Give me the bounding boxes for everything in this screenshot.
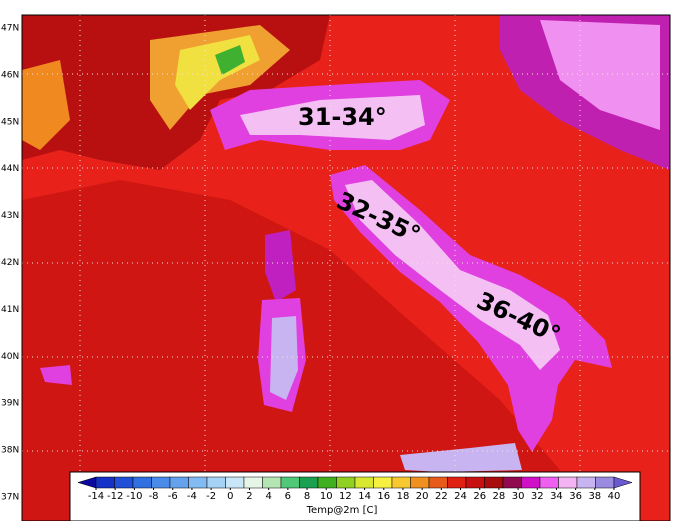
colorbar-tick-label: 26 (473, 491, 486, 502)
colorbar-swatch (521, 476, 541, 489)
colorbar-swatch (428, 476, 448, 489)
colorbar-swatch (206, 476, 226, 489)
colorbar-tick-label: 0 (227, 491, 233, 502)
latitude-label: 43N (1, 211, 19, 221)
warm-zone (22, 60, 70, 150)
latitude-label: 38N (1, 446, 19, 456)
colorbar-tick-label: 8 (304, 491, 310, 502)
colorbar-swatch (410, 476, 430, 489)
colorbar-label: Temp@2m [C] (306, 505, 378, 516)
sicily (400, 443, 522, 472)
sardinia-hot (270, 316, 298, 400)
colorbar-tick-label: -12 (107, 491, 123, 502)
colorbar-tick-label: 30 (512, 491, 525, 502)
colorbar-swatch (539, 476, 559, 489)
latitude-label: 47N (1, 24, 19, 34)
colorbar-swatch (502, 476, 522, 489)
latitude-label: 37N (1, 493, 19, 503)
colorbar-tick-label: 12 (339, 491, 352, 502)
latitude-label: 44N (1, 164, 19, 174)
colorbar-tick-label: 20 (416, 491, 429, 502)
colorbar-tick-label: -10 (126, 491, 142, 502)
colorbar-tick-label: 14 (358, 491, 371, 502)
colorbar-tick-label: -14 (88, 491, 104, 502)
po-valley-hot (240, 95, 425, 140)
colorbar-tick-label: 4 (265, 491, 271, 502)
colorbar-swatch (558, 476, 578, 489)
colorbar-swatch (188, 476, 208, 489)
colorbar-swatch (317, 476, 337, 489)
frame (21, 14, 671, 521)
latitude-label: 45N (1, 117, 19, 127)
latitude-label: 42N (1, 258, 19, 268)
latitude-label: 39N (1, 399, 19, 409)
latitude-label: 41N (1, 305, 19, 315)
colorbar-swatch (391, 476, 411, 489)
colorbar-tick-label: 22 (435, 491, 448, 502)
colorbar-swatch (262, 476, 282, 489)
alps-peak (215, 45, 245, 75)
colorbar-swatch (447, 476, 467, 489)
colorbar-swatch (465, 476, 485, 489)
colorbar-tick-label: 38 (588, 491, 601, 502)
colorbar-swatch (151, 476, 171, 489)
colorbar-tick-label: 36 (569, 491, 582, 502)
map-field (22, 15, 670, 521)
colorbar-tick-label: 6 (285, 491, 291, 502)
colorbar-tick-label: 32 (531, 491, 544, 502)
colorbar-swatch (484, 476, 504, 489)
colorbar-tick-label: 40 (608, 491, 621, 502)
latitude-label: 46N (1, 70, 19, 80)
colorbar-tick-label: 18 (397, 491, 410, 502)
colorbar-swatch (336, 476, 356, 489)
colorbar-swatch (132, 476, 152, 489)
grid (22, 15, 670, 521)
colorbar-tick-label: 2 (246, 491, 252, 502)
colorbar-swatch (225, 476, 245, 489)
colorbar-swatch (373, 476, 393, 489)
colorbar-swatch (95, 476, 115, 489)
colorbar-tick-label: -6 (168, 491, 178, 502)
colorbar-swatch (280, 476, 300, 489)
colorbar-tick-label: 16 (377, 491, 390, 502)
corsica (265, 230, 296, 302)
colorbar-swatch (595, 476, 615, 489)
latitude-label: 40N (1, 352, 19, 362)
colorbar-tick-label: -4 (187, 491, 197, 502)
colorbar-swatch (114, 476, 134, 489)
colorbar-tick-label: -2 (206, 491, 216, 502)
balkans-hot (540, 20, 660, 130)
colorbar-tick-label: 34 (550, 491, 563, 502)
colorbar-arrow (613, 476, 633, 489)
colorbar-swatch (576, 476, 596, 489)
annotation: 31-34° (298, 103, 387, 131)
peninsula-hot (345, 180, 560, 370)
colorbar-swatch (354, 476, 374, 489)
colorbar-swatch (169, 476, 189, 489)
colorbar-tick-label: 10 (320, 491, 333, 502)
colorbar-tick-label: 24 (454, 491, 467, 502)
colorbar-swatch (299, 476, 319, 489)
colorbar-tick-label: 28 (493, 491, 506, 502)
colorbar-swatch (243, 476, 263, 489)
colorbar-tick-label: -8 (149, 491, 159, 502)
islet (40, 365, 72, 385)
